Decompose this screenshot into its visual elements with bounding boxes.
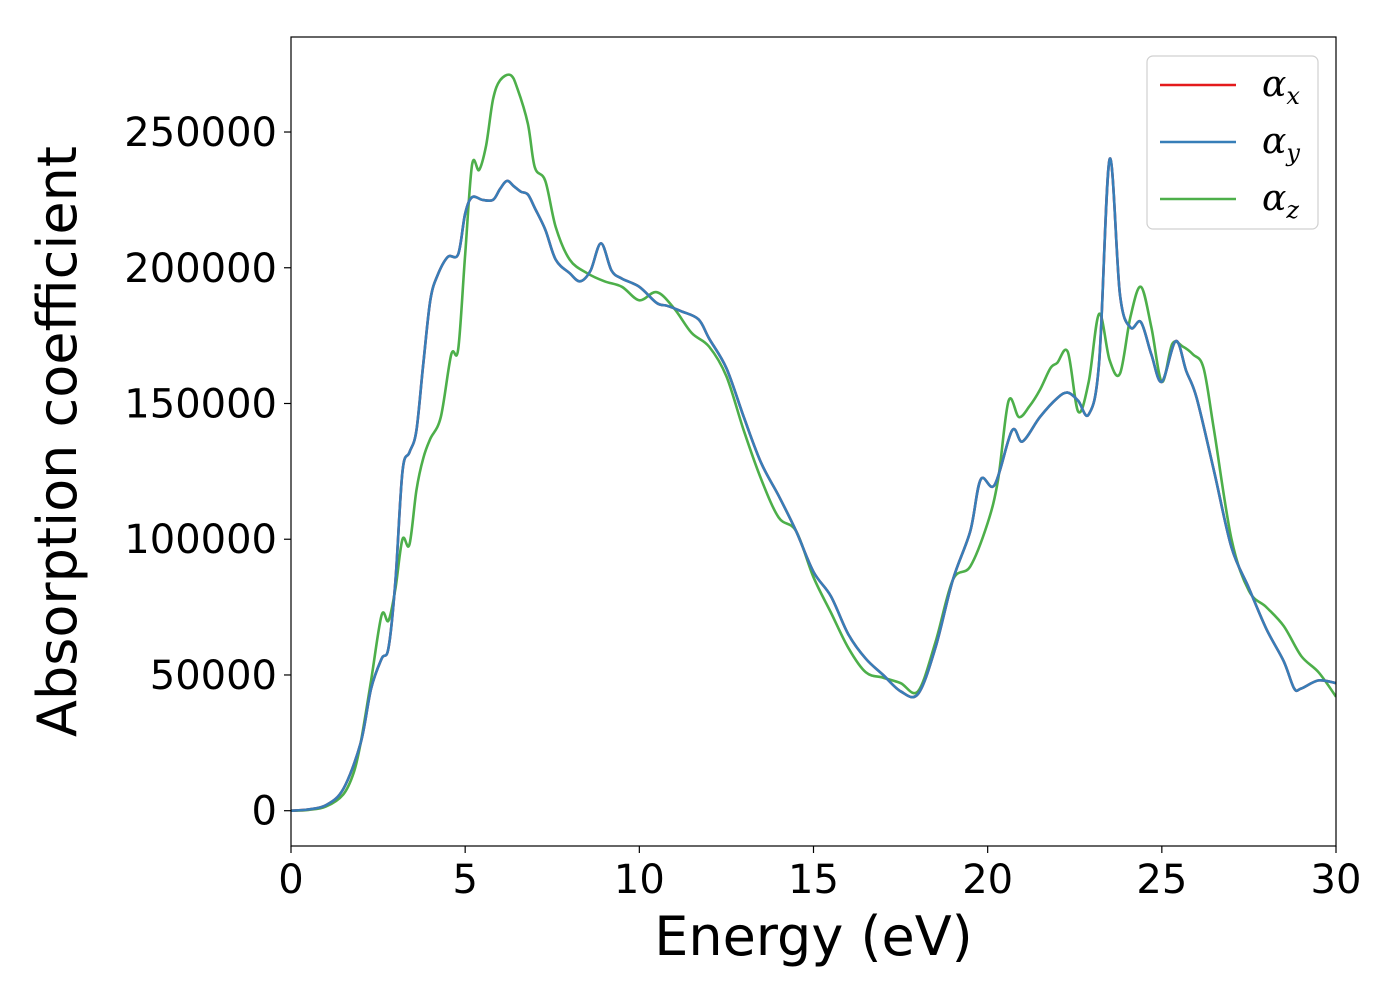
x-tick-label: 15 (788, 857, 839, 903)
y-tick-label: 50000 (150, 653, 277, 699)
y-axis-label: Absorption coefficient (26, 146, 89, 737)
y-tick-label: 0 (252, 789, 277, 835)
x-axis-label: Energy (eV) (654, 905, 973, 968)
y-tick-label: 100000 (124, 517, 277, 563)
legend-label-z: αz (1262, 178, 1299, 224)
series-line-αy (291, 157, 1336, 812)
y-tick-label: 200000 (124, 246, 277, 292)
ticks-layer: 0 5 10 15 20 25 30 0 50000 100000 150000 200000 2500… (124, 110, 1361, 903)
x-tick-label: 0 (278, 857, 303, 903)
legend: αx αy αz (1146, 55, 1319, 230)
series-line-αz (291, 73, 1336, 812)
y-tick-label: 250000 (124, 110, 277, 156)
x-tick-label: 25 (1136, 857, 1187, 903)
legend-label-x: αx (1262, 64, 1300, 110)
series-layer (291, 73, 1336, 812)
legend-label-y: αy (1262, 121, 1300, 167)
x-tick-label: 5 (452, 857, 477, 903)
x-tick-label: 10 (614, 857, 665, 903)
y-tick-label: 150000 (124, 381, 277, 427)
x-tick-label: 20 (962, 857, 1013, 903)
x-tick-label: 30 (1311, 857, 1362, 903)
